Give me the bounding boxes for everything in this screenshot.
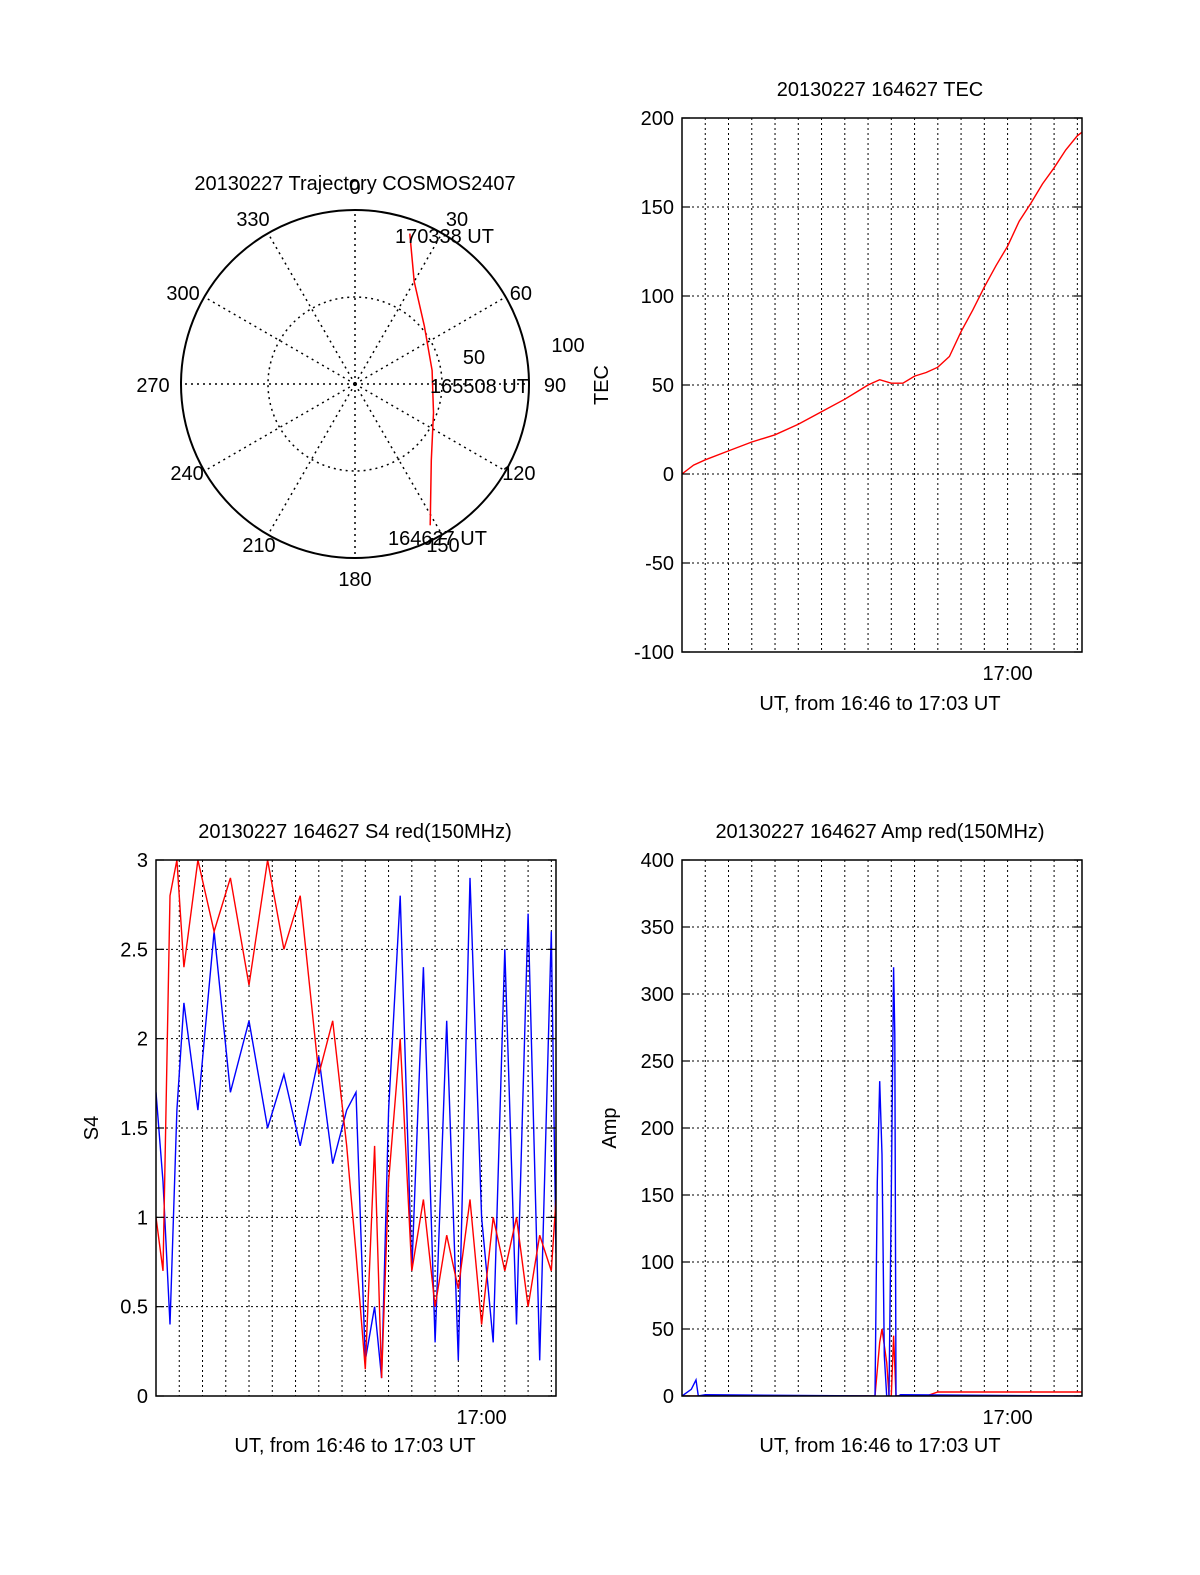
trajectory-time-label: 170338 UT bbox=[395, 226, 494, 248]
tec-ytick-label: -100 bbox=[634, 642, 674, 664]
s4-grid bbox=[156, 860, 556, 1396]
polar-azimuth-label: 0 bbox=[349, 177, 360, 199]
amp-xaxis: 17:00 bbox=[983, 1407, 1033, 1429]
amp-ytick-label: 0 bbox=[663, 1386, 674, 1408]
polar-spoke bbox=[203, 383, 356, 472]
tec-grid bbox=[682, 118, 1082, 652]
tec-xaxis: 17:00 bbox=[983, 663, 1033, 685]
polar-spoke bbox=[203, 296, 356, 385]
s4-yaxis: 0 0.5 1 1.5 2 2.5 3 bbox=[120, 850, 556, 1408]
s4-xlabel: UT, from 16:46 to 17:03 UT bbox=[234, 1435, 475, 1457]
s4-series bbox=[156, 860, 556, 1379]
amp-ytick-label: 400 bbox=[641, 850, 674, 872]
s4-ylabel: S4 bbox=[81, 1116, 103, 1140]
s4-ytick-label: 0.5 bbox=[120, 1297, 148, 1319]
trajectory-series bbox=[409, 233, 435, 526]
amp-xtick-label: 17:00 bbox=[983, 1407, 1033, 1429]
amp-red-line bbox=[682, 1328, 1082, 1396]
tec-title: 20130227 164627 TEC bbox=[777, 79, 983, 101]
s4-blue-line bbox=[156, 877, 556, 1379]
tec-xlabel: UT, from 16:46 to 17:03 UT bbox=[759, 693, 1000, 715]
tec-ytick-label: 200 bbox=[641, 108, 674, 130]
tec-yaxis: -100 -50 0 50 100 150 200 bbox=[634, 108, 1082, 664]
trajectory-time-label: 164627 UT bbox=[388, 528, 487, 550]
polar-azimuth-label: 150 bbox=[426, 535, 459, 557]
polar-radius-label: 100 bbox=[551, 335, 584, 357]
polar-spoke bbox=[354, 232, 443, 385]
polar-azimuth-label: 120 bbox=[502, 463, 535, 485]
amp-title: 20130227 164627 Amp red(150MHz) bbox=[715, 821, 1044, 843]
polar-spoke bbox=[267, 383, 356, 536]
amp-xlabel: UT, from 16:46 to 17:03 UT bbox=[759, 1435, 1000, 1457]
tec-xtick-label: 17:00 bbox=[983, 663, 1033, 685]
amp-ylabel: Amp bbox=[599, 1107, 621, 1148]
amp-ytick-label: 50 bbox=[652, 1319, 674, 1341]
trajectory-polar-plot: 20130227 Trajectory COSMOS2407 0 30 60 90 12… bbox=[136, 173, 584, 591]
s4-ytick-label: 1.5 bbox=[120, 1118, 148, 1140]
trajectory-line bbox=[409, 233, 435, 526]
polar-spoke bbox=[267, 232, 356, 385]
s4-ytick-label: 1 bbox=[137, 1207, 148, 1229]
polar-grid-circle bbox=[267, 296, 443, 472]
polar-spoke bbox=[354, 383, 507, 472]
amp-ytick-label: 150 bbox=[641, 1185, 674, 1207]
trajectory-annotations: 170338 UT 165508 UT 164627 UT bbox=[388, 226, 529, 550]
s4-title: 20130227 164627 S4 red(150MHz) bbox=[198, 821, 512, 843]
polar-spoke bbox=[354, 383, 443, 536]
polar-azimuth-label: 330 bbox=[236, 209, 269, 231]
tec-ytick-label: 150 bbox=[641, 197, 674, 219]
tec-ylabel: TEC bbox=[591, 365, 613, 405]
polar-azimuth-labels: 0 30 60 90 120 150 180 210 240 270 300 330 bbox=[136, 177, 566, 591]
s4-red-line bbox=[156, 860, 556, 1379]
s4-xtick-label: 17:00 bbox=[457, 1407, 507, 1429]
s4-ytick-label: 3 bbox=[137, 850, 148, 872]
amp-ytick-label: 100 bbox=[641, 1252, 674, 1274]
amp-ytick-label: 350 bbox=[641, 917, 674, 939]
polar-azimuth-label: 210 bbox=[242, 535, 275, 557]
s4-ytick-label: 2 bbox=[137, 1029, 148, 1051]
polar-outer-circle bbox=[180, 209, 530, 559]
polar-azimuth-label: 240 bbox=[170, 463, 203, 485]
tec-ytick-label: 0 bbox=[663, 464, 674, 486]
polar-azimuth-label: 30 bbox=[446, 209, 468, 231]
s4-panel: 20130227 164627 S4 red(150MHz) UT, from … bbox=[81, 821, 557, 1457]
polar-spoke bbox=[354, 296, 507, 385]
s4-ytick-label: 0 bbox=[137, 1386, 148, 1408]
polar-radius-labels: 50 100 bbox=[463, 335, 585, 369]
tec-red-line bbox=[682, 131, 1082, 475]
polar-azimuth-label: 60 bbox=[510, 283, 532, 305]
tec-panel: 20130227 164627 TEC UT, from 16:46 to 17… bbox=[591, 79, 1083, 715]
tec-ytick-label: -50 bbox=[645, 553, 674, 575]
tec-ytick-label: 50 bbox=[652, 375, 674, 397]
polar-azimuth-label: 90 bbox=[544, 375, 566, 397]
amp-ytick-label: 250 bbox=[641, 1051, 674, 1073]
amp-grid bbox=[682, 860, 1082, 1396]
trajectory-time-label: 165508 UT bbox=[430, 376, 529, 398]
polar-grid bbox=[180, 209, 530, 559]
amp-ytick-label: 200 bbox=[641, 1118, 674, 1140]
amp-panel: 20130227 164627 Amp red(150MHz) UT, from… bbox=[599, 821, 1083, 1457]
s4-xaxis: 17:00 bbox=[457, 1407, 507, 1429]
tec-series bbox=[682, 131, 1082, 475]
amp-ytick-label: 300 bbox=[641, 984, 674, 1006]
polar-azimuth-label: 180 bbox=[338, 569, 371, 591]
trajectory-title: 20130227 Trajectory COSMOS2407 bbox=[194, 173, 515, 195]
amp-series bbox=[682, 967, 1082, 1396]
s4-ytick-label: 2.5 bbox=[120, 939, 148, 961]
polar-radius-label: 50 bbox=[463, 347, 485, 369]
polar-azimuth-label: 270 bbox=[136, 375, 169, 397]
polar-azimuth-label: 300 bbox=[166, 283, 199, 305]
amp-yaxis: 0 50 100 150 200 250 300 350 400 bbox=[641, 850, 1082, 1408]
tec-ytick-label: 100 bbox=[641, 286, 674, 308]
